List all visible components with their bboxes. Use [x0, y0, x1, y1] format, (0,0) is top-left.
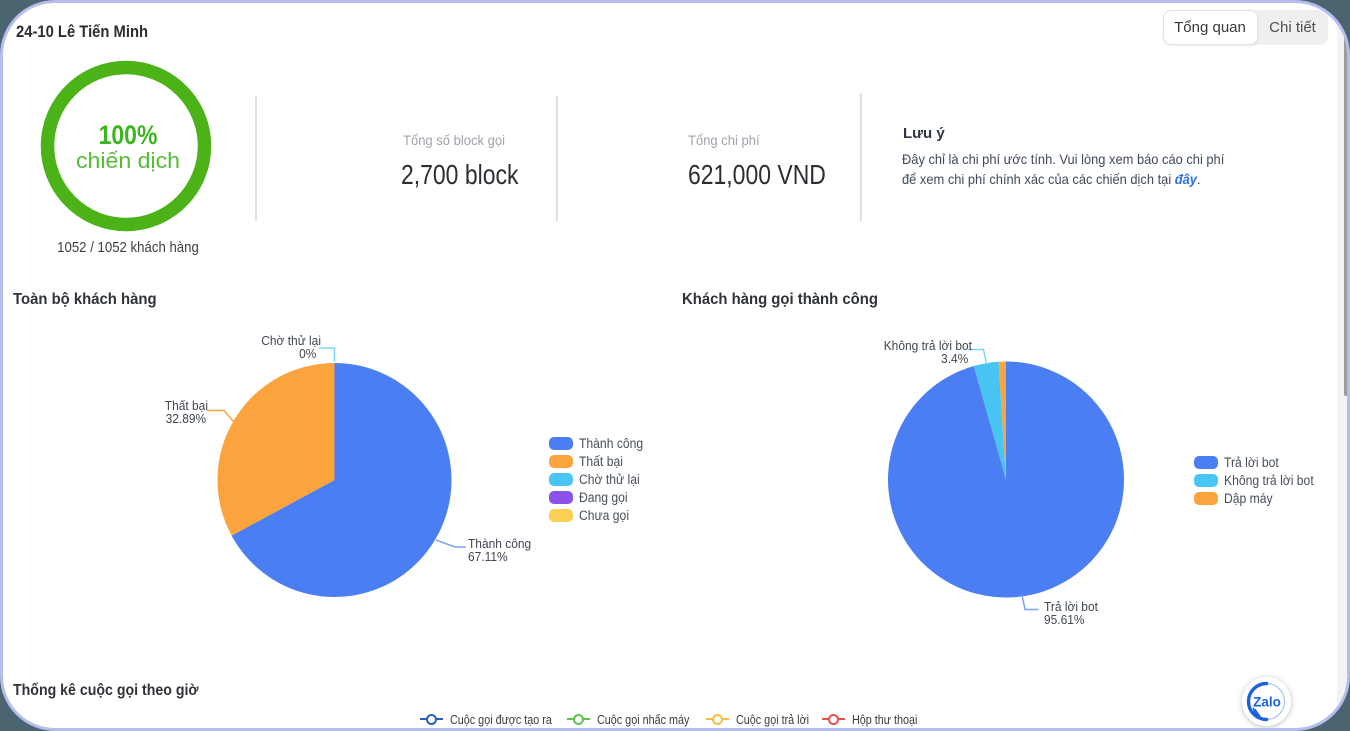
- svg-text:Zalo: Zalo: [1253, 695, 1281, 710]
